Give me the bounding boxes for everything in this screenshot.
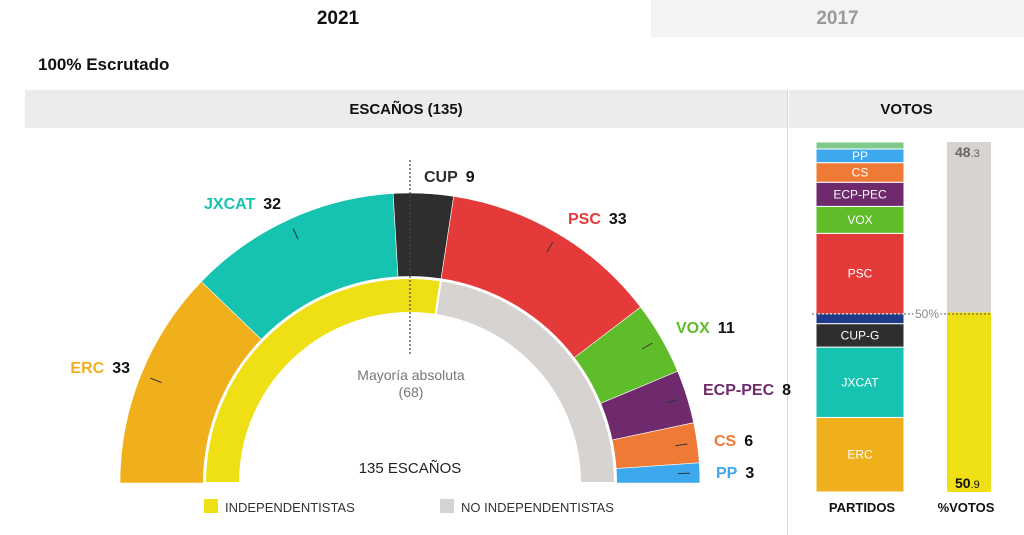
party-label-cup: CUP 9: [424, 169, 475, 186]
party-votes-bar: ERC JXCAT CUP-G PSC VOX ECP-PEC CS PP: [815, 141, 905, 493]
party-label-vox: VOX 11: [676, 320, 735, 337]
legend-swatch-no-independentistas: [440, 499, 454, 513]
party-label-erc: ERC 33: [70, 360, 130, 377]
parties-axis-label: PARTIDOS: [829, 500, 896, 515]
party-label-jxcat: JXCAT 32: [204, 196, 281, 213]
majority-value: (68): [399, 384, 424, 400]
majority-label: Mayoría absoluta: [357, 367, 465, 383]
vote-segment-label-erc: ERC: [847, 448, 873, 462]
seat-tick-erc: [150, 377, 162, 384]
vote-segment-psc: [815, 232, 905, 315]
party-label-cs: CS 6: [714, 433, 753, 450]
fifty-percent-label: 50%: [915, 307, 939, 321]
seat-tick-psc: [546, 241, 554, 253]
seat-tick-vox: [641, 342, 653, 350]
seat-tick-ecp-pec: [665, 399, 678, 404]
tab-2021[interactable]: 2021: [25, 0, 651, 37]
vote-segment-label-cup-g: CUP-G: [841, 328, 880, 342]
bloc-vote-label-independentistas: 50.9: [955, 475, 980, 491]
party-label-psc: PSC 33: [568, 211, 627, 228]
party-label-ecp-pec: ECP-PEC 8: [703, 382, 791, 399]
bloc-votes-bar: 50.9 48.3: [947, 142, 991, 492]
legend-label-no-independentistas: NO INDEPENDENTISTAS: [461, 500, 614, 515]
party-labels: ERC 33 JXCAT 32 CUP 9 PSC 33 VOX 11 ECP-PEC 8 CS 6 PP 3: [70, 169, 791, 482]
scrutiny-status: 100% Escrutado: [38, 55, 170, 74]
total-seats-label: 135 ESCAÑOS: [359, 460, 462, 477]
panel-divider: [787, 90, 788, 535]
legend-label-independentistas: INDEPENDENTISTAS: [225, 500, 355, 515]
pct-axis-label: %VOTOS: [938, 500, 995, 515]
bloc-vote-label-no-independentistas: 48.3: [955, 144, 980, 160]
vote-segment-label-jxcat: JXCAT: [841, 375, 879, 389]
year-tabs: 2021 2017: [25, 0, 1024, 37]
vote-segment-label-cs: CS: [852, 165, 869, 179]
seat-tick-cs: [675, 443, 688, 447]
legend-swatch-independentistas: [204, 499, 218, 513]
bloc-ring: [203, 276, 617, 484]
seat-tick-cup: [421, 203, 424, 216]
party-label-pp: PP 3: [716, 465, 754, 482]
bloc-vote-segment-no-independentistas: [947, 142, 991, 313]
vote-segment-label-psc: PSC: [848, 267, 873, 281]
hemicycle-chart: [119, 192, 701, 484]
vote-segment-other-9: [815, 141, 905, 150]
vote-segment-ecp-pec: [815, 181, 905, 207]
vote-segment-other-3: [815, 313, 905, 325]
vote-segment-label-pp: PP: [852, 149, 868, 163]
legend: INDEPENDENTISTAS NO INDEPENDENTISTAS: [204, 499, 614, 515]
seats-header: ESCAÑOS (135): [25, 90, 787, 128]
vote-segment-label-ecp-pec: ECP-PEC: [833, 187, 887, 201]
votes-header: VOTOS: [789, 90, 1024, 128]
seat-tick-jxcat: [292, 228, 299, 240]
vote-segment-jxcat: [815, 346, 905, 418]
vote-segment-vox: [815, 205, 905, 234]
tab-2017[interactable]: 2017: [651, 0, 1024, 37]
vote-segment-label-vox: VOX: [847, 213, 872, 227]
bloc-vote-segment-independentistas: [947, 312, 991, 492]
